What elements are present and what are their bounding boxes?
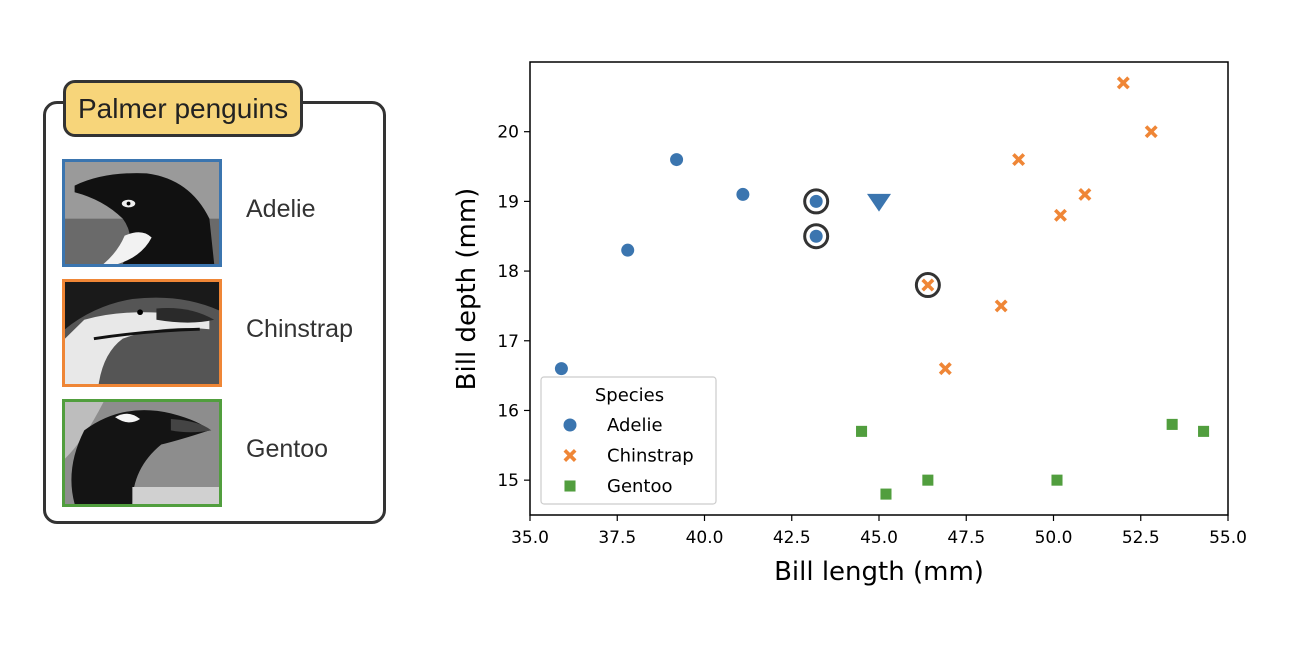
data-point-adelie xyxy=(736,187,750,201)
data-point-gentoo xyxy=(1198,425,1210,437)
x-tick-label: 55.0 xyxy=(1209,528,1247,548)
y-tick-label: 20 xyxy=(497,123,519,143)
data-point-gentoo xyxy=(880,488,892,500)
data-point-chinstrap xyxy=(938,362,952,376)
adelie-photo xyxy=(62,159,222,267)
data-point-chinstrap xyxy=(1012,153,1026,167)
y-tick-label: 16 xyxy=(497,401,519,421)
data-point-adelie xyxy=(621,243,635,257)
x-tick-label: 42.5 xyxy=(773,528,811,548)
x-tick-label: 50.0 xyxy=(1035,528,1073,548)
legend-label-adelie: Adelie xyxy=(607,415,663,436)
plot-marks xyxy=(554,76,1210,500)
legend-marker-adelie xyxy=(563,418,577,432)
species-row-chinstrap: Chinstrap xyxy=(62,279,382,387)
data-point-chinstrap xyxy=(1054,208,1067,222)
legend-title: Species xyxy=(595,385,664,406)
data-point-chinstrap xyxy=(1116,76,1130,90)
data-point-chinstrap xyxy=(921,278,935,292)
chart-legend: Species Adelie Chinstrap Gentoo xyxy=(540,376,717,505)
data-point-adelie xyxy=(554,362,568,376)
x-tick-label: 47.5 xyxy=(947,528,985,548)
data-point-adelie xyxy=(670,153,684,167)
data-point-gentoo xyxy=(856,425,868,437)
data-point-adelie xyxy=(809,229,823,243)
query-point-marker xyxy=(867,193,891,212)
y-axis-label: Bill depth (mm) xyxy=(452,188,482,391)
data-point-chinstrap xyxy=(994,299,1008,313)
x-tick-label: 45.0 xyxy=(860,528,898,548)
neighbor-highlight-ring xyxy=(914,272,941,299)
x-tick-label: 35.0 xyxy=(511,528,549,548)
y-tick-label: 17 xyxy=(497,332,519,352)
neighbor-highlight-ring xyxy=(803,223,830,250)
y-axis-ticks: 15 16 17 18 19 20 xyxy=(497,123,530,491)
x-axis-ticks: 35.0 37.5 40.0 42.5 45.0 47.5 50.0 52.5 55.0 xyxy=(511,515,1247,548)
data-point-gentoo xyxy=(1051,474,1063,486)
legend-label-chinstrap: Chinstrap xyxy=(607,446,694,467)
legend-marker-chinstrap xyxy=(563,449,577,462)
species-row-adelie: Adelie xyxy=(62,159,382,267)
x-tick-label: 40.0 xyxy=(686,528,724,548)
legend-marker-gentoo xyxy=(564,480,576,492)
data-point-gentoo xyxy=(922,474,934,486)
neighbor-highlight-ring xyxy=(803,188,830,215)
legend-label-gentoo: Gentoo xyxy=(607,476,673,497)
x-tick-label: 37.5 xyxy=(598,528,636,548)
x-tick-label: 52.5 xyxy=(1122,528,1160,548)
gentoo-photo xyxy=(62,399,222,507)
legend-box xyxy=(540,376,717,505)
species-row-gentoo: Gentoo xyxy=(62,399,382,507)
y-tick-label: 15 xyxy=(497,471,519,491)
species-label-gentoo: Gentoo xyxy=(246,435,329,463)
panel-title: Palmer penguins xyxy=(63,80,304,137)
chinstrap-photo xyxy=(62,279,222,387)
y-tick-label: 18 xyxy=(497,262,519,282)
data-point-gentoo xyxy=(1166,418,1178,430)
data-point-chinstrap xyxy=(1078,187,1092,201)
y-tick-label: 19 xyxy=(497,192,519,212)
species-label-adelie: Adelie xyxy=(246,195,316,223)
data-point-adelie xyxy=(809,194,823,208)
data-point-chinstrap xyxy=(1144,125,1158,139)
species-label-chinstrap: Chinstrap xyxy=(246,315,353,343)
x-axis-label: Bill length (mm) xyxy=(774,557,984,587)
